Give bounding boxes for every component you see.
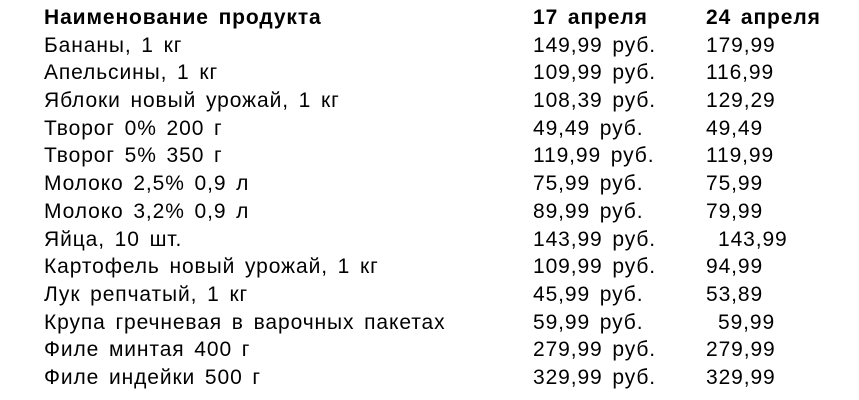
product-name: Филе минтая 400 г	[44, 338, 251, 362]
price-17-april: 119,99 руб.	[533, 144, 655, 168]
product-name: Крупа гречневая в варочных пакетах	[44, 310, 446, 334]
price-17-april: 49,49 руб.	[533, 116, 644, 140]
price-17-april: 329,99 руб.	[533, 365, 657, 389]
price-24-april: 53,89	[706, 282, 764, 306]
price-17-april: 45,99 руб.	[533, 282, 644, 306]
price-17-april: 109,99 руб.	[533, 61, 657, 85]
price-24-april: 79,99	[706, 199, 764, 223]
product-name: Молоко 3,2% 0,9 л	[44, 199, 250, 223]
price-17-april: 109,99 руб.	[533, 255, 657, 279]
price-24-april: 329,99	[706, 365, 776, 389]
product-name: Филе индейки 500 г	[44, 365, 261, 389]
price-24-april: 179,99	[706, 33, 776, 57]
price-17-april: 279,99 руб.	[533, 338, 657, 362]
product-name: Молоко 2,5% 0,9 л	[44, 172, 250, 196]
product-name: Творог 5% 350 г	[44, 144, 223, 168]
price-17-april: 89,99 руб.	[533, 199, 644, 223]
price-17-april: 149,99 руб.	[533, 33, 657, 57]
product-name: Картофель новый урожай, 1 кг	[44, 255, 379, 279]
price-17-april: 75,99 руб.	[533, 172, 644, 196]
price-24-april: 59,99	[718, 310, 776, 334]
price-17-april: 108,39 руб.	[533, 89, 657, 113]
header-product: Наименование продукта	[44, 6, 322, 29]
header-date1: 17 апреля	[533, 6, 648, 29]
price-24-april: 143,99	[718, 227, 788, 251]
product-name: Яйца, 10 шт.	[44, 227, 183, 251]
price-17-april: 143,99 руб.	[533, 227, 657, 251]
product-name: Яблоки новый урожай, 1 кг	[44, 89, 340, 113]
price-17-april: 59,99 руб.	[533, 310, 644, 334]
product-name: Лук репчатый, 1 кг	[44, 282, 249, 306]
price-24-april: 129,29	[706, 89, 776, 113]
header-date2: 24 апреля	[706, 6, 821, 29]
product-name: Апельсины, 1 кг	[44, 61, 219, 85]
product-name: Творог 0% 200 г	[44, 116, 223, 140]
price-24-april: 94,99	[706, 255, 764, 279]
price-24-april: 75,99	[706, 172, 764, 196]
price-24-april: 279,99	[706, 338, 776, 362]
product-name: Бананы, 1 кг	[44, 33, 183, 57]
price-24-april: 116,99	[706, 61, 775, 85]
price-24-april: 119,99	[706, 144, 775, 168]
price-24-april: 49,49	[706, 116, 764, 140]
